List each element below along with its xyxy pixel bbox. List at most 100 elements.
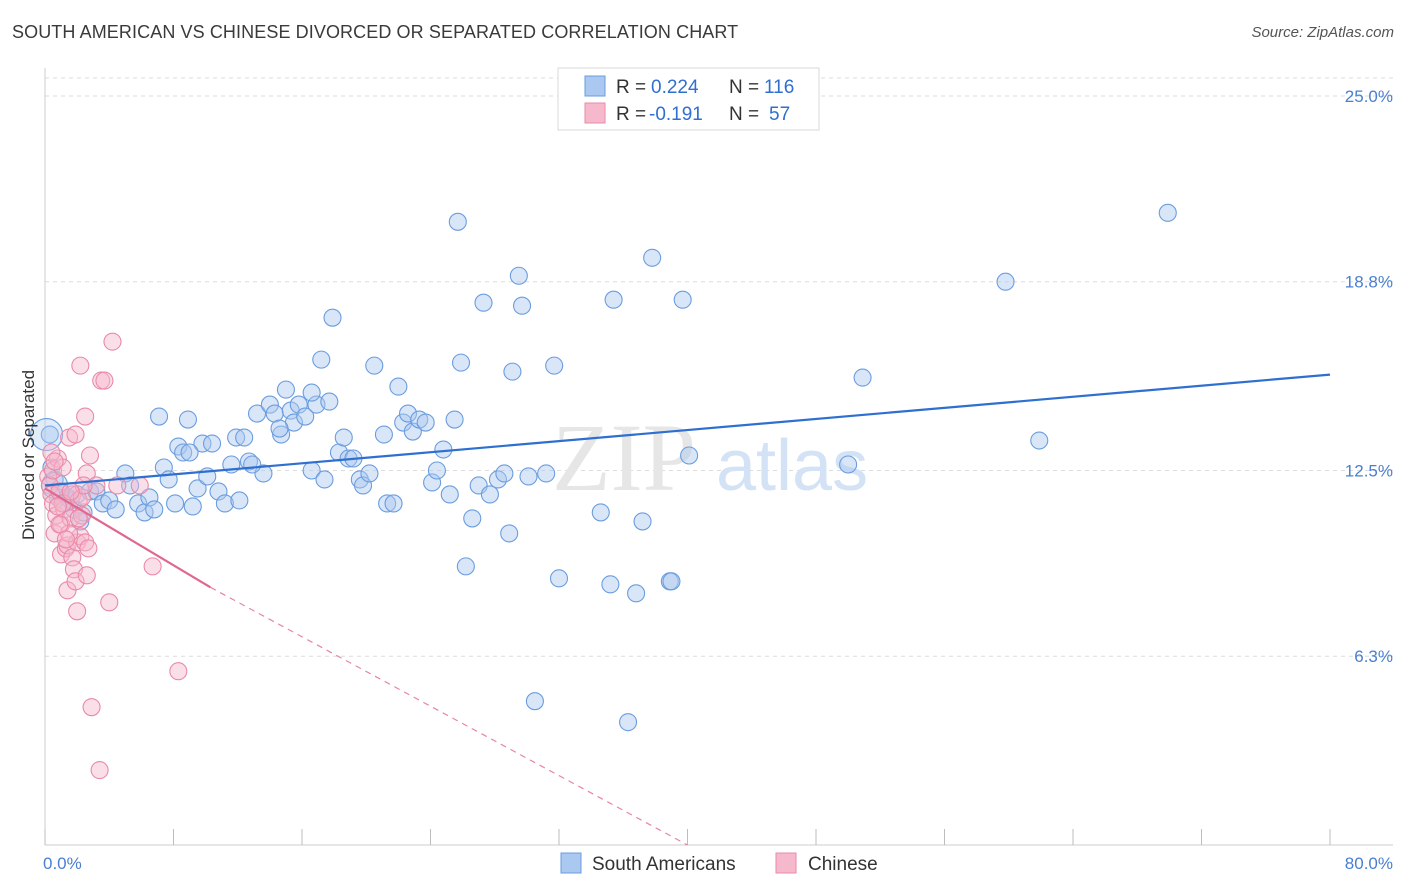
south-americans-point: [365, 356, 384, 375]
south-americans-cluster-point: [30, 417, 64, 452]
series-legend-swatch-south-americans: [560, 852, 582, 874]
south-americans-point: [445, 410, 464, 429]
south-americans-point: [513, 296, 532, 315]
chinese-point: [45, 524, 64, 543]
south-americans-point: [384, 494, 403, 513]
south-americans-point: [106, 500, 125, 519]
legend-r-label-1: R =: [616, 77, 651, 98]
south-americans-point: [662, 572, 681, 591]
south-americans-point: [500, 524, 519, 543]
south-americans-point: [627, 584, 646, 603]
legend-r-value-2: -0.191: [649, 104, 703, 125]
south-americans-point: [215, 494, 234, 513]
south-americans-point: [448, 212, 467, 231]
south-americans-point: [360, 464, 379, 483]
chinese-point: [79, 539, 98, 558]
south-americans-point: [463, 509, 482, 528]
south-americans-point: [270, 419, 289, 438]
chinese-point: [100, 593, 119, 612]
south-americans-point: [474, 293, 493, 312]
south-americans-point: [633, 512, 652, 531]
south-americans-point: [247, 404, 267, 423]
chinese-point: [130, 476, 149, 495]
stats-legend: R = 0.224 N = 116 R = -0.191 N = 57: [557, 67, 820, 131]
chart-title: SOUTH AMERICAN VS CHINESE DIVORCED OR SE…: [12, 22, 739, 42]
source-label: Source: ZipAtlas.com: [1251, 24, 1394, 41]
south-americans-point: [374, 425, 393, 444]
y-axis-title: Divorced or Separated: [19, 370, 38, 540]
south-americans-point: [100, 491, 119, 510]
south-americans-point: [312, 350, 331, 369]
chinese-point: [48, 497, 67, 516]
legend-n-label-1: N =: [729, 77, 764, 98]
south-americans-point: [996, 272, 1015, 291]
y-tick-labels: 6.3% 12.5% 18.8% 25.0%: [1345, 87, 1393, 666]
chinese-point: [169, 662, 188, 681]
series-legend-swatch-chinese: [775, 852, 797, 874]
chinese-point: [50, 515, 69, 534]
south-americans-point: [398, 404, 418, 423]
south-americans-point: [378, 494, 397, 513]
legend-n-value-1: 116: [764, 77, 794, 98]
watermark: ZIP atlas: [552, 404, 868, 511]
south-americans-point: [140, 488, 159, 507]
legend-r-label-2: R =: [616, 104, 651, 125]
south-americans-point: [296, 407, 315, 426]
south-americans-point: [230, 491, 249, 510]
south-americans-point: [853, 368, 872, 387]
south-americans-point: [503, 362, 522, 381]
south-americans-point: [416, 413, 435, 432]
south-americans-point: [320, 392, 339, 411]
south-americans-point: [1030, 431, 1049, 450]
chinese-trend-line: [44, 487, 212, 589]
south-americans-point: [203, 434, 222, 453]
chinese-point: [103, 332, 122, 351]
chinese-trend-extension: [210, 586, 688, 846]
south-americans-point: [180, 443, 199, 462]
south-americans-point: [1158, 203, 1177, 222]
south-americans-point: [323, 308, 342, 327]
south-americans-point: [680, 446, 699, 465]
south-americans-point: [129, 494, 148, 513]
chinese-point: [69, 509, 88, 528]
south-americans-point: [183, 497, 202, 516]
grid-lines: [45, 77, 1393, 657]
chinese-point: [66, 572, 85, 591]
south-americans-point: [519, 467, 538, 486]
south-americans-point: [243, 455, 262, 474]
y-tick-label: 25.0%: [1345, 87, 1393, 106]
axes: [44, 68, 1393, 846]
south-americans-point: [193, 434, 212, 453]
legend-swatch-chinese: [584, 102, 606, 124]
south-americans-point: [149, 407, 169, 426]
trend-lines: [44, 373, 1331, 846]
chinese-point: [66, 425, 85, 444]
south-americans-point: [272, 425, 291, 444]
south-americans-point: [302, 383, 321, 402]
south-americans-point: [145, 500, 164, 519]
chinese-point: [68, 602, 87, 621]
south-americans-point: [315, 470, 334, 489]
south-americans-point: [440, 485, 459, 504]
south-americans-point: [601, 575, 620, 594]
south-americans-point: [389, 377, 408, 396]
south-americans-point: [40, 425, 59, 444]
chinese-point: [45, 452, 64, 471]
south-americans-point: [673, 290, 692, 309]
south-americans-point: [525, 692, 544, 711]
chinese-point: [90, 761, 109, 780]
south-americans-point: [427, 461, 446, 480]
south-americans-point: [166, 494, 185, 513]
y-tick-label: 12.5%: [1345, 461, 1393, 480]
watermark-atlas-text: atlas: [716, 426, 868, 506]
south-americans-point: [480, 485, 499, 504]
south-americans-point: [495, 464, 514, 483]
south-americans-point: [260, 395, 279, 414]
x-tick-label-max: 80.0%: [1345, 854, 1393, 873]
chinese-point: [77, 566, 96, 585]
south-americans-point: [509, 266, 528, 285]
south-americans-point: [174, 443, 193, 462]
south-americans-point: [456, 557, 475, 576]
chinese-point: [82, 698, 101, 717]
